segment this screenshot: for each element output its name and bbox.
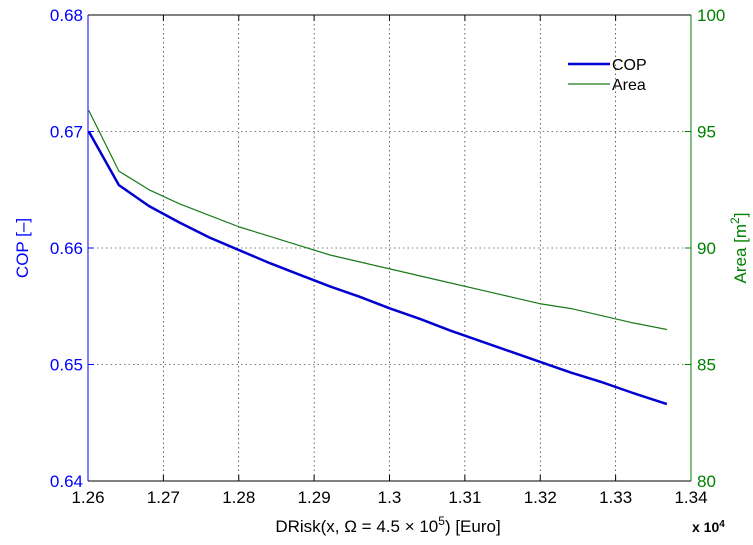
series-line-cop bbox=[87, 130, 668, 406]
y-right-tick-label: 100 bbox=[697, 6, 725, 25]
x-tick-label: 1.27 bbox=[147, 488, 180, 507]
x-tick-label: 1.33 bbox=[599, 488, 632, 507]
legend-label-cop: COP bbox=[612, 57, 647, 74]
x-tick-label: 1.32 bbox=[524, 488, 557, 507]
series-line-area bbox=[88, 110, 668, 331]
legend-label-area: Area bbox=[612, 77, 646, 94]
y-right-tick-label: 80 bbox=[697, 472, 716, 491]
x-tick-label: 1.34 bbox=[674, 488, 707, 507]
x-tick-label: 1.29 bbox=[298, 488, 331, 507]
x-axis-multiplier: x 104 bbox=[692, 519, 725, 536]
x-tick-label: 1.28 bbox=[222, 488, 255, 507]
y-left-tick-label: 0.66 bbox=[50, 239, 83, 258]
x-tick-label: 1.31 bbox=[448, 488, 481, 507]
x-axis-label: DRisk(x, Ω = 4.5 × 105) [Euro] bbox=[275, 514, 500, 536]
y-left-tick-label: 0.65 bbox=[50, 356, 83, 375]
y-axis-left-label: COP [–] bbox=[13, 218, 32, 278]
x-tick-label: 1.26 bbox=[71, 488, 104, 507]
y-right-tick-label: 90 bbox=[697, 239, 716, 258]
y-axis-right-label: Area [m2] bbox=[728, 213, 750, 284]
series-lines bbox=[87, 110, 668, 406]
axes bbox=[87, 14, 692, 482]
x-tick-label: 1.3 bbox=[378, 488, 402, 507]
legend: COP Area bbox=[568, 57, 647, 94]
tick-labels: 1.26 1.27 1.28 1.29 1.3 1.31 1.32 1.33 1.34 0.64 0… bbox=[50, 6, 725, 507]
y-left-tick-label: 0.64 bbox=[50, 472, 83, 491]
y-left-tick-label: 0.67 bbox=[50, 123, 83, 142]
y-right-tick-label: 95 bbox=[697, 123, 716, 142]
y-left-tick-label: 0.68 bbox=[50, 6, 83, 25]
grid bbox=[88, 15, 691, 481]
y-right-tick-label: 85 bbox=[697, 356, 716, 375]
